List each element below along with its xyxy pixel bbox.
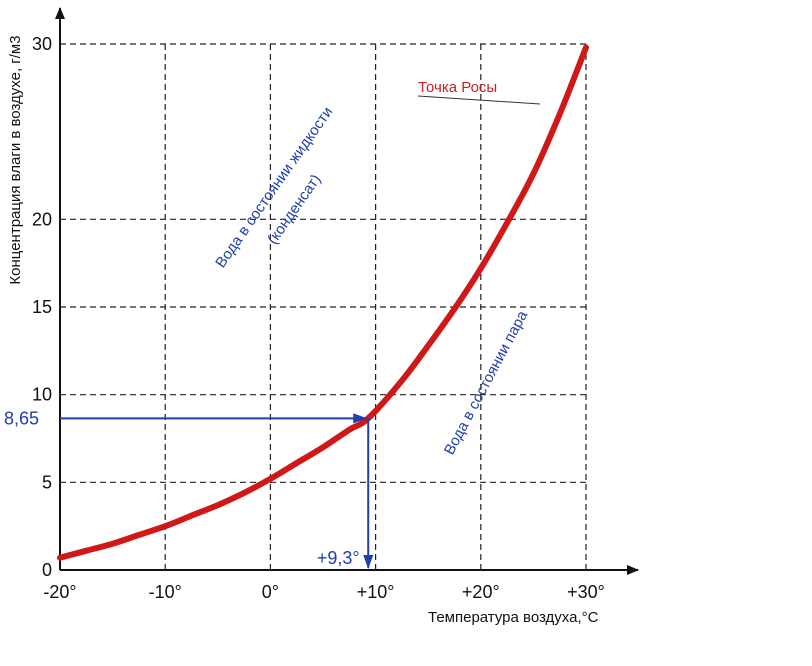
y-tick-label: 15 <box>32 297 52 317</box>
x-tick-label: +20° <box>462 582 500 602</box>
x-tick-label: +10° <box>357 582 395 602</box>
region-vapor-label: Вода в состоянии пара <box>441 307 532 457</box>
marker-lines <box>60 413 374 569</box>
y-tick-label: 20 <box>32 209 52 229</box>
y-axis-title: Концентрация влаги в воздухе, г/м3 <box>7 35 24 284</box>
axes <box>55 7 639 575</box>
grid-lines <box>60 43 587 570</box>
x-tick-label: -10° <box>149 582 182 602</box>
marker-x-value-label: +9,3° <box>317 548 360 568</box>
series-label: Точка Росы <box>418 79 497 96</box>
x-tick-labels: -20° -10° 0° +10° +20° +30° <box>43 582 604 602</box>
x-axis-title: Температура воздуха,°С <box>428 609 599 626</box>
marker-y-value-label: 8,65 <box>4 408 39 428</box>
x-tick-label: 0° <box>262 582 279 602</box>
y-tick-label: 30 <box>32 34 52 54</box>
series-label-group: Точка Росы <box>417 79 541 105</box>
dew-point-curve <box>57 44 589 561</box>
y-tick-label: 0 <box>42 560 52 580</box>
series-leader-line <box>417 95 541 105</box>
x-tick-label: +30° <box>567 582 605 602</box>
y-tick-labels: 0 5 10 15 20 30 <box>32 34 52 580</box>
x-tick-label: -20° <box>43 582 76 602</box>
y-tick-label: 10 <box>32 385 52 405</box>
y-tick-label: 5 <box>42 472 52 492</box>
